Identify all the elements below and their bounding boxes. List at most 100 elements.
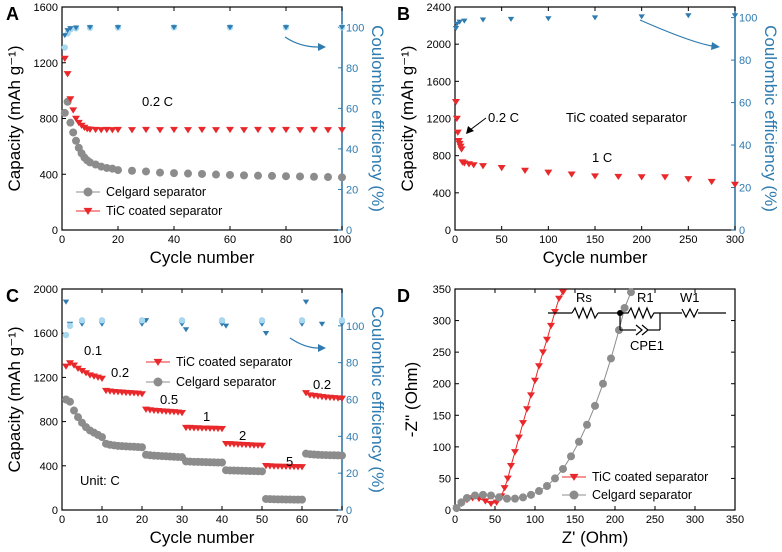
y-tick-label: 150 [433, 410, 451, 422]
rate-annotation: 0.2 C [488, 110, 519, 125]
y-tick-label: 0 [445, 505, 451, 517]
y2-tick-label: 80 [739, 55, 751, 67]
y-tick-label: 1600 [427, 76, 451, 88]
x-tick-label: 20 [136, 514, 148, 526]
y-tick-label: 200 [433, 379, 451, 391]
data-point [684, 176, 693, 183]
data-point [731, 181, 739, 188]
data-point [78, 368, 86, 375]
data-point [170, 169, 178, 178]
y-tick-label: 2000 [34, 284, 58, 296]
x-tick-label: 350 [726, 514, 744, 526]
x-tick-label: 0 [59, 514, 65, 526]
data-point [567, 171, 576, 178]
data-point [453, 21, 461, 27]
y-tick-label: 50 [439, 473, 451, 485]
data-point [615, 326, 623, 335]
data-point [591, 401, 599, 410]
data-point [503, 475, 512, 482]
x-tick-label: 200 [606, 514, 624, 526]
y-tick-label: 0 [52, 505, 58, 517]
y2-tick-label: 60 [739, 98, 751, 110]
arrow-head [318, 344, 326, 352]
y-tick-label: 1200 [34, 58, 58, 70]
y2-tick-label: 60 [346, 103, 358, 115]
rate-label: 1 [203, 409, 210, 424]
rate-label: 5 [286, 454, 293, 469]
data-point [98, 317, 106, 324]
data-point [452, 26, 460, 31]
data-point [519, 420, 527, 427]
data-point [453, 129, 462, 136]
data-point [198, 126, 206, 134]
data-point [66, 360, 74, 367]
data-point [67, 26, 74, 32]
y-tick-label: 0 [445, 225, 451, 237]
data-point [226, 25, 234, 31]
rate-label: 0.1 [84, 343, 102, 358]
y-axis-label: Capacity (mAh g⁻¹) [398, 46, 417, 192]
data-point [481, 498, 490, 505]
x-tick-label: 250 [646, 514, 664, 526]
rate-annotation: 0.2 C [142, 94, 173, 109]
x-axis-label: Cycle number [150, 528, 255, 547]
data-point [91, 126, 100, 134]
data-point [74, 365, 82, 373]
data-point [114, 126, 122, 134]
circuit-label: CPE1 [630, 338, 664, 353]
data-point [318, 321, 326, 327]
x-tick-label: 70 [336, 514, 348, 526]
cpe-element [635, 324, 649, 336]
legend-marker [153, 358, 163, 366]
data-point [310, 172, 318, 181]
arrow-line [639, 19, 713, 47]
x-tick-label: 100 [333, 234, 351, 246]
data-point [254, 171, 262, 180]
rate-label: 0.5 [160, 392, 178, 407]
data-point [523, 406, 531, 413]
y-tick-label: 1200 [427, 114, 451, 126]
data-point [452, 115, 461, 122]
data-point [583, 420, 591, 429]
y-tick-label: 2400 [427, 2, 451, 14]
y-axis-label: Capacity (mAh g⁻¹) [5, 327, 24, 473]
resistor-rs [571, 306, 599, 320]
y2-tick-label: 0 [739, 225, 745, 237]
data-point [64, 28, 71, 34]
data-point [61, 33, 68, 39]
x-tick-label: 0 [59, 234, 65, 246]
panel-c: C0 10 20 30 40 50 60 70040080012001600200002040… [5, 284, 387, 547]
data-point [547, 322, 555, 330]
data-point [226, 126, 234, 134]
x-tick-label: 250 [679, 234, 697, 246]
series-coulombic-efficiency-tic- [61, 25, 346, 39]
x-tick-label: 100 [526, 514, 544, 526]
data-point [262, 330, 270, 336]
legend-label: Celgard separator [176, 375, 276, 389]
data-point [707, 178, 716, 186]
data-point [66, 96, 75, 103]
data-point [114, 166, 122, 175]
arrow-head [711, 42, 720, 50]
y-tick-label: 800 [40, 417, 58, 429]
legend: TiC coated separator Celgard separator [146, 355, 292, 389]
panel-a: A0 20 40 60 80 100040080012001600020406080100… [5, 2, 387, 267]
rate-label: 0.2 [313, 377, 331, 392]
y2-tick-label: 40 [346, 431, 358, 443]
x-axis-label: Cycle number [543, 248, 648, 267]
equivalent-circuit: Rs R1 W1 CPE1 [548, 290, 726, 353]
data-point [212, 170, 220, 179]
y2-tick-label: 20 [739, 183, 751, 195]
data-point [527, 392, 535, 399]
data-point [128, 127, 136, 134]
legend-marker [569, 473, 579, 481]
series-coulombic-efficiency-celgard- [62, 317, 346, 339]
y2-tick-label: 100 [739, 13, 757, 25]
y-tick-label: 350 [433, 284, 451, 296]
resistor-r1 [620, 306, 660, 320]
data-point [60, 55, 69, 63]
data-point [607, 354, 615, 363]
data-point [338, 173, 346, 182]
data-point [98, 375, 106, 382]
x-tick-label: 300 [726, 234, 744, 246]
